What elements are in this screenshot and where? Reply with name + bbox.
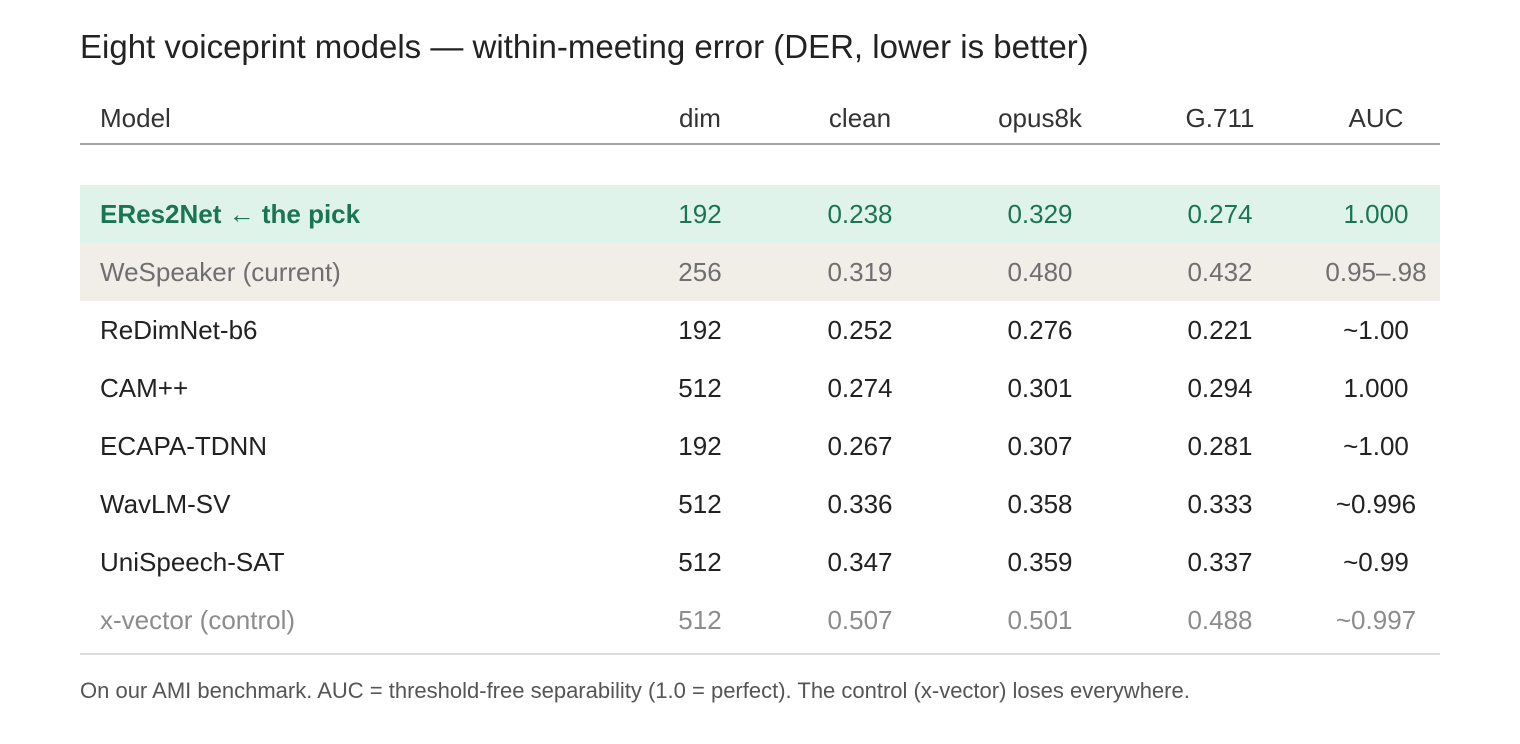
header-dim: dim <box>679 103 721 133</box>
cell-opus8k: 0.501 <box>1007 604 1073 635</box>
table-row: WavLM-SV 512 0.336 0.358 0.333 ~0.996 <box>80 475 1440 533</box>
cell-clean: 0.238 <box>827 198 893 229</box>
header-opus8k: opus8k <box>998 103 1082 133</box>
cell-clean: 0.507 <box>827 604 893 635</box>
cell-dim: 256 <box>678 256 722 287</box>
cell-g711: 0.333 <box>1187 488 1253 519</box>
cell-opus8k: 0.329 <box>1007 198 1073 229</box>
cell-clean: 0.347 <box>827 546 893 577</box>
header-g711: G.711 <box>1185 103 1255 133</box>
header-auc: AUC <box>1348 103 1404 133</box>
cell-auc: ~1.00 <box>1343 430 1409 461</box>
cell-dim: 192 <box>678 198 722 229</box>
cell-model: WavLM-SV <box>100 488 231 519</box>
cell-dim: 512 <box>678 604 722 635</box>
cell-model: UniSpeech-SAT <box>100 546 285 577</box>
table-row: ECAPA-TDNN 192 0.267 0.307 0.281 ~1.00 <box>80 417 1440 475</box>
table-row: x-vector (control) 512 0.507 0.501 0.488 ~0.9… <box>80 591 1440 649</box>
cell-dim: 512 <box>678 546 722 577</box>
cell-clean: 0.252 <box>827 314 893 345</box>
cell-dim: 192 <box>678 314 722 345</box>
table-row: CAM++ 512 0.274 0.301 0.294 1.000 <box>80 359 1440 417</box>
cell-g711: 0.488 <box>1187 604 1253 635</box>
header-clean: clean <box>828 103 892 133</box>
cell-opus8k: 0.301 <box>1007 372 1073 403</box>
table-row: UniSpeech-SAT 512 0.347 0.359 0.337 ~0.99 <box>80 533 1440 591</box>
table-row: ERes2Net ← the pick 192 0.238 0.329 0.274 1.0… <box>80 185 1440 243</box>
cell-auc: 0.95–.98 <box>1325 256 1427 287</box>
cell-auc: ~0.996 <box>1335 488 1417 519</box>
cell-dim: 512 <box>678 488 722 519</box>
cell-g711: 0.337 <box>1187 546 1253 577</box>
table-body: ERes2Net ← the pick 192 0.238 0.329 0.274 1.0… <box>80 185 1440 649</box>
header-model: Model <box>100 103 171 133</box>
cell-clean: 0.319 <box>827 256 893 287</box>
cell-model: WeSpeaker (current) <box>100 256 341 287</box>
cell-g711: 0.294 <box>1187 372 1253 403</box>
cell-model: x-vector (control) <box>100 604 296 635</box>
cell-clean: 0.274 <box>827 372 893 403</box>
cell-auc: ~0.99 <box>1343 546 1409 577</box>
footnote: On our AMI benchmark. AUC = threshold-fr… <box>80 678 1190 703</box>
cell-g711: 0.432 <box>1187 256 1253 287</box>
table-row: WeSpeaker (current) 256 0.319 0.480 0.432 0.9… <box>80 243 1440 301</box>
cell-opus8k: 0.358 <box>1007 488 1073 519</box>
cell-model: ERes2Net ← the pick <box>100 198 361 229</box>
cell-dim: 512 <box>678 372 722 403</box>
cell-clean: 0.267 <box>827 430 893 461</box>
cell-dim: 192 <box>678 430 722 461</box>
cell-auc: ~0.997 <box>1335 604 1417 635</box>
cell-auc: ~1.00 <box>1343 314 1409 345</box>
cell-auc: 1.000 <box>1343 198 1409 229</box>
cell-g711: 0.281 <box>1187 430 1253 461</box>
cell-model: ReDimNet-b6 <box>100 314 258 345</box>
table-header-row: Model dim clean opus8k G.711 AUC <box>80 94 1440 145</box>
cell-auc: 1.000 <box>1343 372 1409 403</box>
results-table: Model dim clean opus8k G.711 AUC ERes2Ne… <box>80 94 1440 655</box>
cell-opus8k: 0.307 <box>1007 430 1073 461</box>
table-bottom-rule <box>80 653 1440 655</box>
cell-g711: 0.221 <box>1187 314 1253 345</box>
cell-opus8k: 0.276 <box>1007 314 1073 345</box>
table-row: ReDimNet-b6 192 0.252 0.276 0.221 ~1.00 <box>80 301 1440 359</box>
cell-clean: 0.336 <box>827 488 893 519</box>
cell-model: ECAPA-TDNN <box>100 430 268 461</box>
cell-opus8k: 0.359 <box>1007 546 1073 577</box>
cell-opus8k: 0.480 <box>1007 256 1073 287</box>
cell-g711: 0.274 <box>1187 198 1253 229</box>
header-spacer <box>80 145 1440 185</box>
cell-model: CAM++ <box>100 372 189 403</box>
table-title: Eight voiceprint models — within-meeting… <box>80 28 1089 65</box>
